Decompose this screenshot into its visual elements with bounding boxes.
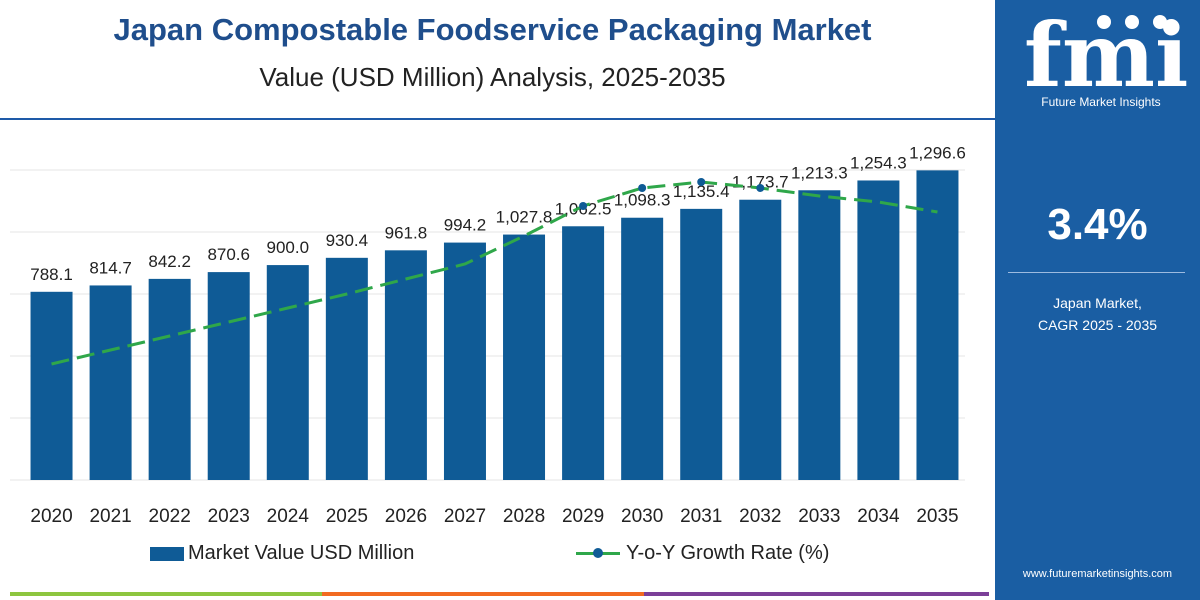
bar-2029 [562,226,605,480]
x-tick-2026: 2026 [385,506,427,527]
growth-point-2029 [579,202,588,210]
data-label-2027: 994.2 [444,216,487,235]
bar-2026 [384,250,427,480]
data-label-2033: 1,213.3 [791,163,848,182]
bar-2031 [680,208,723,480]
bar-2022 [148,278,191,480]
data-label-2030: 1,098.3 [614,191,671,210]
x-tick-2032: 2032 [739,506,781,527]
strip-green [10,592,322,596]
bar-2028 [503,234,546,480]
growth-point-2031 [697,178,706,186]
bar-2023 [207,272,250,480]
data-label-2024: 900.0 [267,238,310,257]
growth-point-2032 [756,184,765,192]
bar-2033 [798,190,841,480]
fmi-logo-subtitle: Future Market Insights [1041,95,1161,109]
strip-orange [322,592,644,596]
data-label-2026: 961.8 [385,223,428,242]
data-label-2032: 1,173.7 [732,173,789,192]
x-tick-2021: 2021 [89,506,131,527]
bar-2020 [30,291,73,480]
data-label-2031: 1,135.4 [673,182,730,201]
x-tick-2020: 2020 [30,506,72,527]
bar-2032 [739,199,782,480]
data-labels: 788.1 814.7 842.2 870.6 900.0 930.4 961.8 994.2… [30,143,966,283]
x-tick-2022: 2022 [149,506,191,527]
bar-2027 [443,242,486,480]
cagr-label-line1: Japan Market, [1053,295,1142,311]
growth-line [51,178,938,366]
fmi-logo: fmi [1024,8,1188,98]
strip-purple [644,592,989,596]
legend-bar-swatch [150,546,184,561]
data-label-2020: 788.1 [30,265,73,284]
legend-line-swatch [576,548,620,558]
chart-subtitle: Value (USD Million) Analysis, 2025-2035 [259,62,726,92]
legend-bar-label: Market Value USD Million [188,542,415,564]
x-tick-2025: 2025 [326,506,368,527]
x-tick-2033: 2033 [798,506,840,527]
bar-2034 [857,180,900,481]
data-label-2034: 1,254.3 [850,153,907,172]
sidebar-panel [995,0,1200,600]
x-tick-2030: 2030 [621,506,663,527]
x-tick-2035: 2035 [916,506,958,527]
bar-2035 [916,170,959,480]
x-tick-2024: 2024 [267,506,310,527]
x-tick-2023: 2023 [208,506,250,527]
data-label-2021: 814.7 [89,258,132,277]
growth-point-2030 [638,184,647,192]
data-label-2025: 930.4 [326,231,369,250]
website-link[interactable]: www.futuremarketinsights.com [1022,568,1173,580]
bar-line-chart: 788.1 814.7 842.2 870.6 900.0 930.4 961.8 994.2… [10,143,966,527]
bar-2021 [89,285,132,480]
x-tick-2034: 2034 [857,506,900,527]
x-tick-2027: 2027 [444,506,486,527]
x-tick-2031: 2031 [680,506,722,527]
title-divider [0,118,995,120]
legend-line: Y-o-Y Growth Rate (%) [576,542,829,565]
bar-2030 [621,217,664,480]
growth-line-path [51,180,938,366]
data-label-2035: 1,296.6 [909,143,966,162]
chart-title: Japan Compostable Foodservice Packaging … [113,12,872,47]
x-tick-2028: 2028 [503,506,545,527]
cagr-label-line2: CAGR 2025 - 2035 [1037,317,1158,333]
legend-bar: Market Value USD Million [150,542,414,565]
legend-line-label: Y-o-Y Growth Rate (%) [626,542,830,564]
data-label-2028: 1,027.8 [496,208,553,227]
sidebar-divider [1008,272,1185,273]
data-label-2022: 842.2 [148,252,191,271]
data-label-2023: 870.6 [207,245,250,264]
x-axis-ticks: 2020 2021 2022 2023 2024 2025 2026 2027 2028 2029… [30,506,958,527]
cagr-label: Japan Market, CAGR 2025 - 2035 [995,292,1200,336]
bars [30,170,959,481]
x-tick-2029: 2029 [562,506,604,527]
cagr-value: 3.4% [1047,200,1148,249]
bar-2024 [266,265,309,480]
